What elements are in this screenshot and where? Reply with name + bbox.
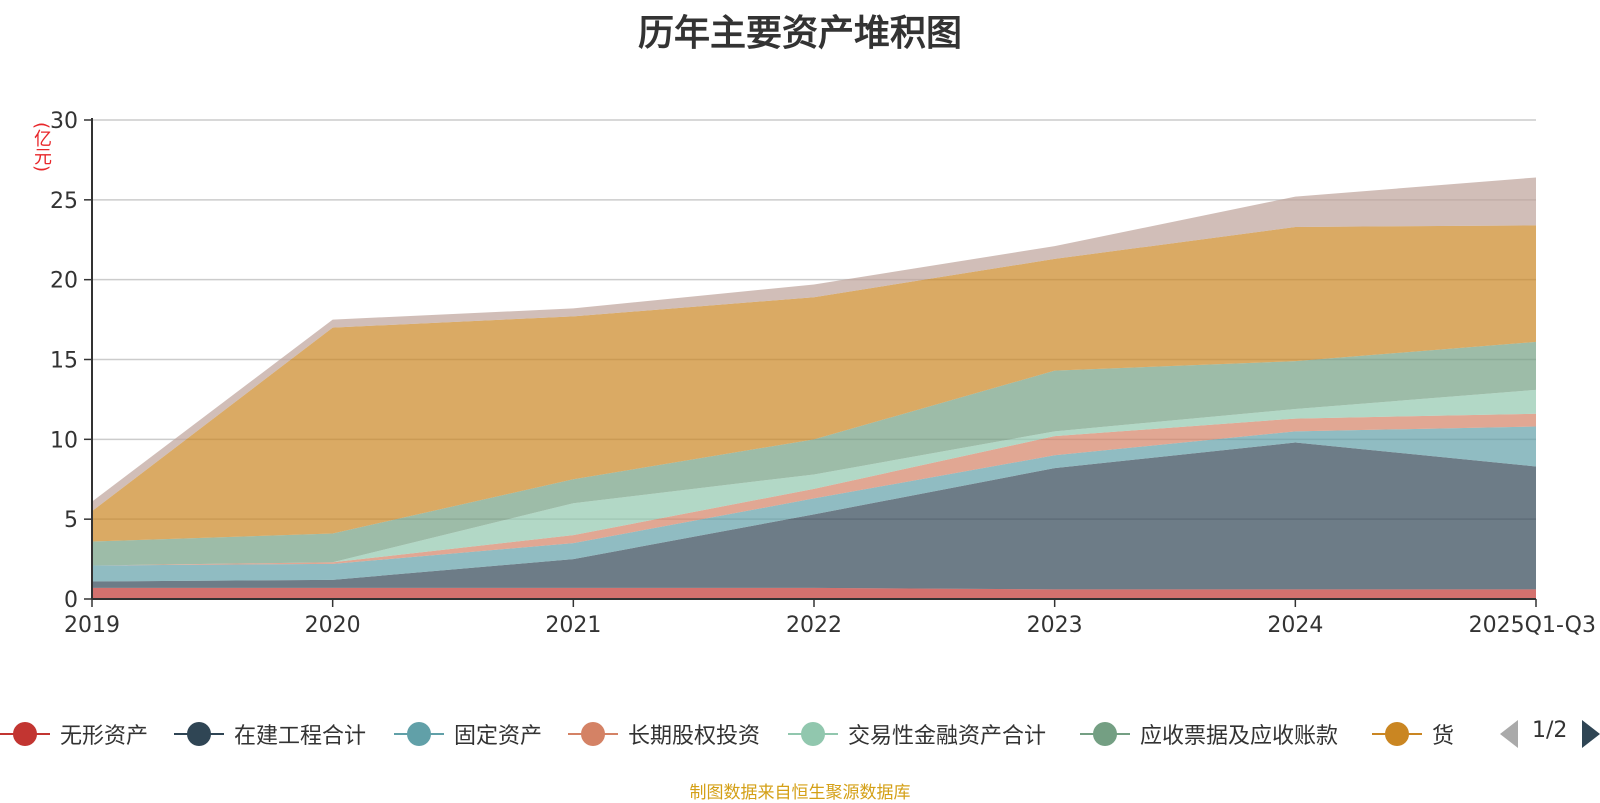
legend-item-intangible-assets[interactable]: 无形资产	[0, 714, 148, 754]
legend-page-indicator: 1/2	[1532, 718, 1568, 743]
legend-item-cash[interactable]: 货	[1372, 714, 1454, 754]
x-tick-label: 2019	[64, 613, 120, 638]
legend-label: 在建工程合计	[234, 724, 367, 749]
legend-item-trading-financial-assets[interactable]: 交易性金融资产合计	[788, 714, 1046, 754]
legend-label: 固定资产	[454, 724, 543, 749]
legend-item-fixed-assets[interactable]: 固定资产	[394, 714, 542, 754]
y-tick-label: 30	[50, 109, 78, 134]
area-series-固定资产	[92, 426, 1536, 582]
legend-marker	[0, 714, 50, 754]
y-tick-label: 15	[50, 349, 78, 374]
legend-label: 无形资产	[60, 724, 149, 749]
area-series-其他	[92, 177, 1536, 512]
tick-labels: 0 5 10 15 20 25 30 2019 2020 2021 2022 2023 2024 2025…	[50, 109, 1596, 638]
y-tick-label: 25	[50, 189, 78, 214]
legend-label: 应收票据及应收账款	[1140, 724, 1339, 749]
legend-marker	[394, 714, 444, 754]
x-tick-label: 2021	[545, 613, 601, 638]
area-series-无形资产	[92, 587, 1536, 599]
legend-marker	[1080, 714, 1130, 754]
legend-label: 货	[1432, 724, 1455, 749]
legend-next-page-icon[interactable]	[1582, 720, 1600, 748]
legend-marker	[1372, 714, 1422, 754]
y-tick-label: 0	[64, 588, 78, 613]
legend-label: 长期股权投资	[628, 724, 761, 749]
area-series-在建工程合计	[92, 442, 1536, 590]
legend: 无形资产 在建工程合计 固定资产 长期股权投资 交易性金融资产合计 应收票据及应…	[0, 714, 1600, 754]
x-tick-label: 2023	[1027, 613, 1083, 638]
legend-label: 交易性金融资产合计	[848, 724, 1047, 749]
x-tick-label: 2025Q1-Q3	[1469, 613, 1596, 638]
area-series-应收票据及应收账款	[92, 341, 1536, 566]
y-axis-unit: (亿元)	[31, 122, 52, 173]
legend-prev-page-icon[interactable]	[1500, 720, 1518, 748]
y-tick-label: 5	[64, 508, 78, 533]
legend-item-receivables[interactable]: 应收票据及应收账款	[1080, 714, 1338, 754]
area-series	[92, 177, 1536, 599]
x-tick-label: 2024	[1267, 613, 1323, 638]
legend-pager: 1/2	[1500, 714, 1600, 754]
y-tick-label: 10	[50, 428, 78, 453]
x-tick-label: 2020	[305, 613, 361, 638]
axes	[84, 118, 1537, 607]
x-tick-label: 2022	[786, 613, 842, 638]
area-series-交易性金融资产合计	[92, 389, 1536, 566]
chart-title: 历年主要资产堆积图	[637, 13, 962, 54]
legend-marker	[788, 714, 838, 754]
legend-marker	[568, 714, 618, 754]
y-tick-label: 20	[50, 269, 78, 294]
area-series-货币资金	[92, 225, 1536, 542]
data-source-note: 制图数据来自恒生聚源数据库	[689, 783, 911, 803]
legend-item-construction-in-progress[interactable]: 在建工程合计	[174, 714, 366, 754]
legend-item-long-term-equity[interactable]: 长期股权投资	[568, 714, 760, 754]
legend-marker	[174, 714, 224, 754]
area-series-长期股权投资	[92, 413, 1536, 566]
